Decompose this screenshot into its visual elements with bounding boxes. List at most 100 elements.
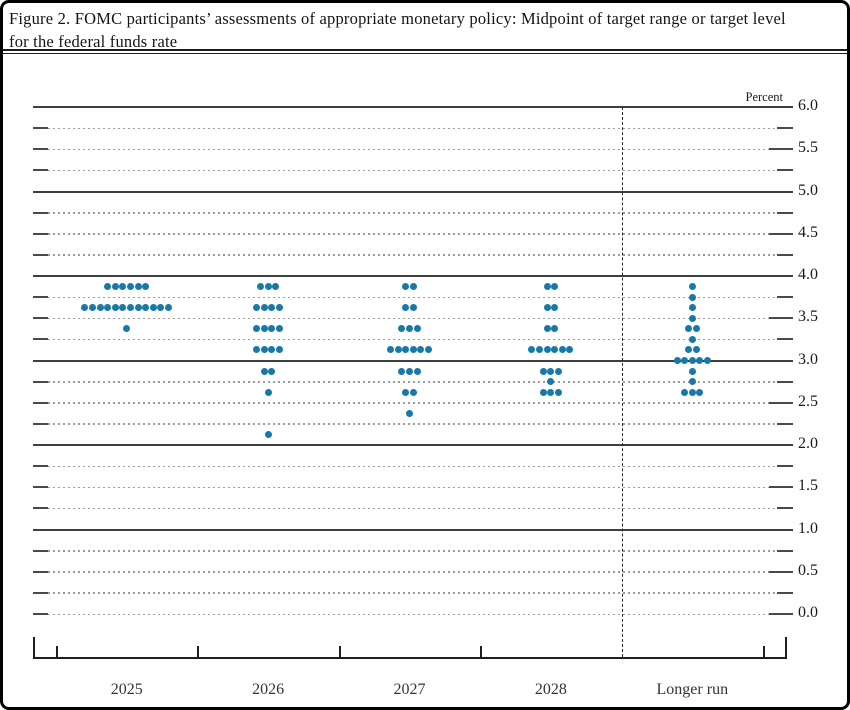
ytick-right (777, 127, 793, 130)
projection-dot (402, 283, 410, 291)
ytick-label: 0.5 (798, 561, 818, 579)
ytick-label: 4.0 (798, 266, 818, 283)
ytick-right (769, 570, 793, 573)
ytick-left (33, 507, 48, 510)
ytick-right (777, 507, 793, 510)
ytick-left (33, 570, 48, 573)
projection-dot (260, 304, 268, 312)
xtick-label: 2028 (534, 681, 567, 698)
projection-dot (692, 325, 700, 333)
gridline-dashed (48, 212, 777, 214)
projection-dot (81, 304, 89, 312)
projection-dot (409, 346, 417, 354)
projection-dot (681, 388, 689, 396)
projection-dot (558, 346, 566, 354)
projection-dot (696, 388, 704, 396)
xtick-label: 2025 (110, 681, 143, 698)
projection-dot (409, 283, 417, 291)
ytick-label: 2.0 (798, 435, 818, 452)
projection-dot (111, 304, 119, 312)
projection-dot (268, 304, 276, 312)
projection-dot (127, 304, 134, 312)
projection-dot (551, 283, 559, 291)
projection-dot (165, 304, 172, 312)
gridline-dashed (48, 338, 777, 341)
projection-dot (276, 304, 283, 312)
gridline-solid (33, 275, 793, 277)
ytick-right (777, 169, 793, 172)
ytick-label: 5.0 (798, 181, 818, 199)
x-axis-line (33, 657, 787, 659)
ytick-label: 5.5 (798, 139, 818, 157)
ytick-label: 3.0 (798, 350, 818, 368)
projection-dot (536, 346, 543, 354)
ytick-right (777, 338, 793, 341)
projection-dot (685, 346, 692, 354)
ytick-right (769, 232, 793, 235)
projection-dot (260, 325, 268, 333)
projection-dot (688, 314, 696, 322)
gridline-dashed (48, 571, 769, 573)
projection-dot (688, 367, 696, 375)
projection-dot (127, 283, 134, 291)
ytick-left (33, 549, 48, 552)
projection-dot (417, 346, 425, 354)
ytick-right (777, 422, 793, 425)
gridline-dashed (48, 296, 777, 299)
projection-dot (253, 304, 261, 312)
title-double-rule (3, 49, 847, 54)
projection-dot (547, 367, 555, 375)
ytick-right (769, 486, 793, 489)
projection-dot (688, 378, 696, 386)
gridline-dashed (48, 486, 769, 489)
projection-dot (409, 304, 417, 312)
ytick-right (777, 549, 793, 552)
gridline-dashed (48, 507, 777, 510)
projection-dot (543, 283, 551, 291)
projection-dot (551, 346, 559, 354)
projection-dot (406, 367, 413, 375)
gridline-dashed (48, 233, 769, 235)
ytick-left (33, 591, 48, 594)
ytick-right (769, 401, 793, 404)
projection-dot (696, 357, 704, 364)
ytick-label: 4.5 (798, 223, 818, 241)
ytick-right (777, 253, 793, 256)
longer-run-divider (621, 107, 623, 657)
ytick-left (33, 486, 48, 489)
projection-dot (528, 346, 536, 354)
x-axis-tick (480, 646, 482, 657)
gridline-solid (33, 444, 793, 446)
projection-dot (268, 367, 276, 375)
projection-dot (543, 325, 551, 333)
projection-dot (539, 388, 547, 396)
ytick-left (33, 338, 48, 341)
projection-dot (260, 367, 268, 375)
gridline-dashed (48, 148, 769, 151)
ytick-right (777, 211, 793, 214)
figure-title: Figure 2. FOMC participants’ assessments… (9, 9, 786, 51)
projection-dot (142, 283, 150, 291)
projection-dot (406, 409, 413, 417)
gridline-dashed (48, 465, 777, 468)
projection-dot (692, 346, 700, 354)
gridline-dashed (48, 381, 777, 383)
ytick-label: 0.0 (798, 604, 818, 621)
ytick-right (769, 317, 793, 320)
gridline-dashed (48, 402, 769, 404)
ytick-label: 1.0 (798, 519, 818, 537)
ytick-left (33, 317, 48, 320)
projection-dot (555, 367, 562, 375)
projection-dot (119, 283, 127, 291)
gridline-solid (33, 359, 793, 362)
projection-dot (276, 325, 283, 333)
ytick-label: 2.5 (798, 392, 818, 410)
ytick-left (33, 232, 48, 235)
projection-dot (157, 304, 165, 312)
projection-dot (134, 304, 142, 312)
projection-dot (685, 325, 692, 333)
projection-dot (402, 304, 410, 312)
projection-dot (539, 367, 547, 375)
projection-dot (264, 388, 272, 396)
x-axis-tick (763, 646, 765, 657)
